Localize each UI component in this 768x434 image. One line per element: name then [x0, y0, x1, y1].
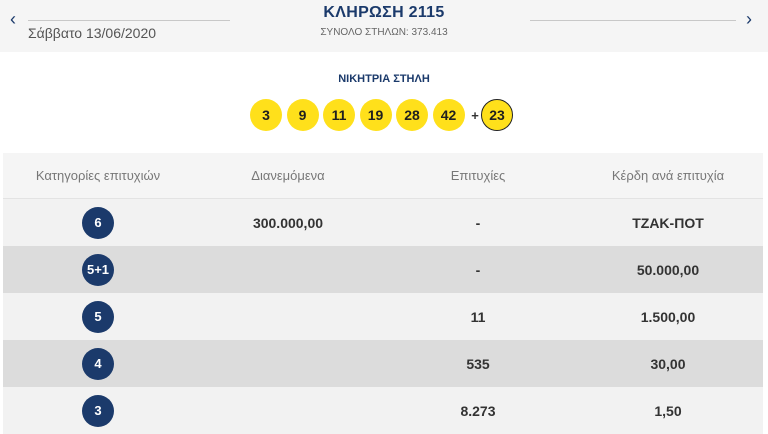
draw-header: ‹ Σάββατο 13/06/2020 ΚΛΗΡΩΣΗ 2115 ΣΥΝΟΛΟ…: [0, 0, 768, 52]
chevron-left-icon[interactable]: ‹: [10, 9, 16, 29]
winners-cell: 11: [470, 308, 486, 325]
category-badge: 5+1: [82, 253, 114, 286]
winning-ball: 28: [396, 99, 428, 131]
winning-ball: 42: [432, 99, 465, 131]
winning-ball: 19: [359, 99, 392, 131]
draw-date: Σάββατο 13/06/2020: [28, 25, 157, 41]
table-row: 4 535 30,00: [3, 340, 763, 387]
chevron-right-icon[interactable]: ›: [746, 9, 752, 29]
table-row: 5+1 - 50.000,00: [3, 246, 763, 293]
divider: [530, 20, 736, 21]
prize-cell: 30,00: [650, 355, 686, 372]
total-columns: ΣΥΝΟΛΟ ΣΤΗΛΩΝ: 373.413: [320, 27, 448, 38]
winning-ball: 11: [323, 99, 355, 131]
winning-ball: 9: [286, 99, 319, 131]
category-badge: 4: [82, 347, 114, 380]
winning-column-label: ΝΙΚΗΤΡΙΑ ΣΤΗΛΗ: [338, 73, 430, 85]
prize-cell: ΤΖΑΚ-ΠΟΤ: [632, 214, 704, 231]
winners-cell: 8.273: [460, 402, 496, 419]
category-badge: 6: [82, 206, 114, 239]
prize-cell: 50.000,00: [636, 261, 700, 278]
category-cell: 3: [3, 394, 193, 427]
table-row: 3 8.273 1,50: [3, 387, 763, 434]
plus-sign: +: [471, 107, 479, 123]
column-header-category: Κατηγορίες επιτυχιών: [35, 168, 161, 183]
draw-title: ΚΛΗΡΩΣΗ 2115: [323, 4, 445, 21]
prize-cell: 1,50: [654, 402, 682, 419]
table-header: Κατηγορίες επιτυχιών Διανεμόμενα Επιτυχί…: [3, 153, 763, 199]
category-badge: 5: [82, 300, 114, 333]
prize-cell: 1.500,00: [640, 308, 696, 325]
category-badge: 3: [82, 394, 114, 427]
column-header-prize: Κέρδη ανά επιτυχία: [611, 168, 725, 183]
column-header-distributed: Διανεμόμενα: [251, 168, 325, 183]
winners-cell: -: [475, 214, 481, 231]
winners-cell: 535: [466, 355, 490, 372]
table-row: 6 300.000,00 - ΤΖΑΚ-ΠΟΤ: [3, 199, 763, 246]
joker-ball: 23: [481, 99, 513, 131]
category-cell: 4: [3, 347, 193, 380]
divider: [28, 20, 230, 21]
prize-table: Κατηγορίες επιτυχιών Διανεμόμενα Επιτυχί…: [3, 153, 763, 434]
category-cell: 5: [3, 300, 193, 333]
winning-numbers: 3 9 11 19 28 42 + 23: [250, 99, 513, 131]
table-row: 5 11 1.500,00: [3, 293, 763, 340]
column-header-winners: Επιτυχίες: [450, 168, 506, 183]
category-cell: 5+1: [3, 253, 193, 286]
winning-ball: 3: [250, 99, 282, 131]
distributed-cell: 300.000,00: [252, 214, 324, 231]
winners-cell: -: [475, 261, 481, 278]
category-cell: 6: [3, 206, 193, 239]
